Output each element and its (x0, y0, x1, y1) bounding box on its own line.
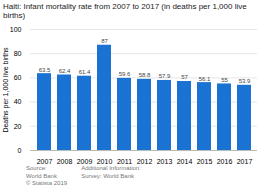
svg-text:100: 100 (10, 26, 22, 33)
html-text:Haiti: Infant mortality rate f: Haiti: Infant mortality rate from 2007 t… (3, 2, 247, 21)
svg-text:Deaths per 1,000 live births: Deaths per 1,000 live births (2, 47, 10, 133)
svg-text:2017: 2017 (237, 159, 253, 165)
svg-text:2010: 2010 (97, 159, 113, 165)
svg-text:63.5: 63.5 (39, 67, 51, 73)
svg-text:2013: 2013 (157, 159, 173, 165)
svg-text:57.9: 57.9 (159, 74, 171, 80)
svg-text:2012: 2012 (137, 159, 153, 165)
svg-text:55: 55 (221, 77, 228, 83)
html-text:Source: World Bank © Statista: Source: World Bank © Statista 2019 (26, 165, 68, 186)
svg-text:2008: 2008 (57, 159, 73, 165)
svg-text:20: 20 (14, 123, 22, 130)
svg-text:2007: 2007 (37, 159, 53, 165)
svg-text:0: 0 (18, 147, 22, 154)
svg-text:57: 57 (181, 75, 188, 81)
svg-text:2016: 2016 (217, 159, 233, 165)
svg-text:87: 87 (101, 39, 108, 45)
svg-text:56.1: 56.1 (199, 76, 211, 82)
svg-text:40: 40 (14, 99, 22, 106)
html-text:Additional Information: Survey: Additional Information: Survey: World Ba… (81, 165, 141, 179)
svg-text:2011: 2011 (117, 159, 132, 165)
svg-text:2009: 2009 (77, 159, 93, 165)
svg-text:62.4: 62.4 (59, 68, 71, 74)
svg-text:60: 60 (14, 75, 22, 82)
svg-text:61.4: 61.4 (79, 70, 91, 76)
svg-text:58.8: 58.8 (139, 73, 151, 79)
svg-text:2014: 2014 (177, 159, 193, 165)
svg-text:2015: 2015 (197, 159, 213, 165)
svg-text:80: 80 (14, 50, 22, 57)
svg-text:59.6: 59.6 (119, 72, 131, 78)
svg-text:53.9: 53.9 (239, 79, 251, 85)
